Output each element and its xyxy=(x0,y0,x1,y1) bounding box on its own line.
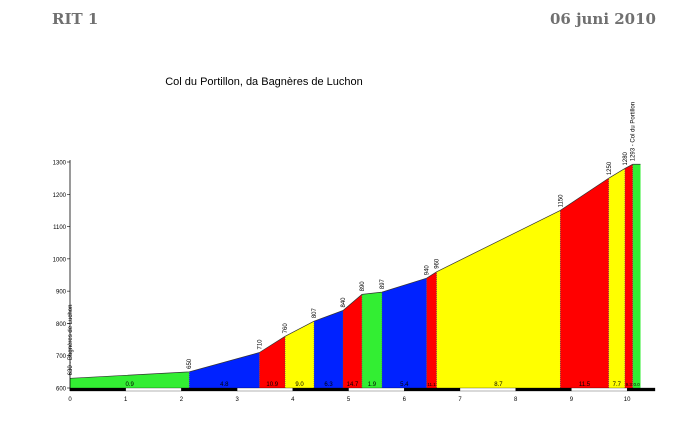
grade-label: 1.9 xyxy=(368,382,377,388)
segment-13 xyxy=(632,164,641,388)
segment-4 xyxy=(314,310,343,388)
grade-label: 7.7 xyxy=(613,382,622,388)
km-strip-block xyxy=(404,387,461,392)
segment-8 xyxy=(426,271,437,388)
km-strip-block xyxy=(571,387,628,392)
x-tick-label: 3 xyxy=(235,397,239,403)
grade-label: 11.5 xyxy=(579,382,591,388)
elevation-label: 710 xyxy=(257,339,263,350)
km-strip-block xyxy=(348,387,405,392)
elevation-label: 807 xyxy=(312,307,318,318)
segment-6 xyxy=(361,292,382,388)
segment-9 xyxy=(436,210,561,388)
elevation-label: 897 xyxy=(380,278,386,289)
segment-2 xyxy=(259,336,286,388)
elevation-label: 940 xyxy=(425,265,431,276)
elevation-label: 1280 xyxy=(623,151,629,165)
km-strip-block xyxy=(69,387,126,392)
segment-3 xyxy=(285,321,315,388)
x-tick-label: 1 xyxy=(124,397,128,403)
y-tick-label: 800 xyxy=(56,322,67,328)
segments-layer xyxy=(69,163,641,388)
elevation-label: 650 xyxy=(187,358,193,369)
grade-label: 6.3 xyxy=(324,382,333,388)
grade-label: 9.3 xyxy=(626,382,633,387)
segment-12 xyxy=(624,164,633,388)
elevation-label: 760 xyxy=(283,323,289,334)
axes-layer: 600 700 800 900 1000 1100 1200 1300 0 1 2 3 4 5 6 7 8 9 10 xyxy=(53,160,656,403)
x-tick-label: 4 xyxy=(291,397,295,403)
km-strip-block xyxy=(515,387,572,392)
elevation-label: 840 xyxy=(341,297,347,308)
x-tick-label: 5 xyxy=(347,397,351,403)
segment-5 xyxy=(343,294,362,388)
stage-label: RIT 1 xyxy=(52,10,99,28)
y-tick-label: 900 xyxy=(56,290,67,296)
km-strip-block xyxy=(236,387,294,392)
date-label: 06 juni 2010 xyxy=(549,10,656,28)
km-strip-block xyxy=(626,387,656,392)
grade-label: 9.0 xyxy=(295,382,304,388)
grade-label: 5.4 xyxy=(400,382,409,388)
y-tick-label: 1000 xyxy=(53,257,67,263)
segment-0 xyxy=(70,371,190,388)
elevation-label: 630 - Bagnères de Luchon xyxy=(68,305,74,376)
elevation-label: 1250 xyxy=(607,161,613,175)
grade-label: 4.8 xyxy=(220,382,229,388)
segment-7 xyxy=(382,278,427,388)
grade-label: 0.9 xyxy=(125,382,134,388)
chart-title: Col du Portillon, da Bagnères de Luchon xyxy=(165,76,363,88)
profile-line xyxy=(69,163,641,379)
x-tick-label: 6 xyxy=(403,397,407,403)
x-tick-label: 0 xyxy=(68,397,72,403)
grade-label: 11.1 xyxy=(427,382,436,387)
x-tick-label: 9 xyxy=(570,397,574,403)
elevation-label: 1150 xyxy=(558,194,564,208)
y-tick-label: 700 xyxy=(56,354,67,360)
y-tick-label: 600 xyxy=(56,387,67,393)
segment-1 xyxy=(189,352,260,388)
elevation-label: 960 xyxy=(435,258,441,269)
y-tick-label: 1200 xyxy=(53,193,67,199)
x-tick-label: 2 xyxy=(180,397,184,403)
grade-label: 8.7 xyxy=(494,382,503,388)
km-strip-block xyxy=(459,387,516,392)
x-tick-label: 8 xyxy=(514,397,518,403)
km-strip-block xyxy=(292,387,349,392)
y-tick-label: 1300 xyxy=(53,161,67,167)
x-tick-label: 10 xyxy=(624,397,631,403)
km-strip-block xyxy=(125,387,182,392)
elevation-label: 890 xyxy=(360,281,366,292)
y-tick-label: 1100 xyxy=(53,225,67,231)
elevation-label: 1293 - Col du Portillon xyxy=(631,102,637,161)
grade-label: 10.9 xyxy=(266,382,278,388)
segment-11 xyxy=(608,168,625,388)
labels-layer: 0.9 4.8 10.9 9.0 6.3 14.7 1.9 5.4 11.1 8.7 11.5 7.7… xyxy=(68,102,640,388)
segment-10 xyxy=(560,178,609,388)
x-tick-label: 7 xyxy=(458,397,462,403)
km-strip-block xyxy=(181,387,238,392)
grade-label: 0.0 xyxy=(633,382,640,387)
grade-label: 14.7 xyxy=(347,382,359,388)
